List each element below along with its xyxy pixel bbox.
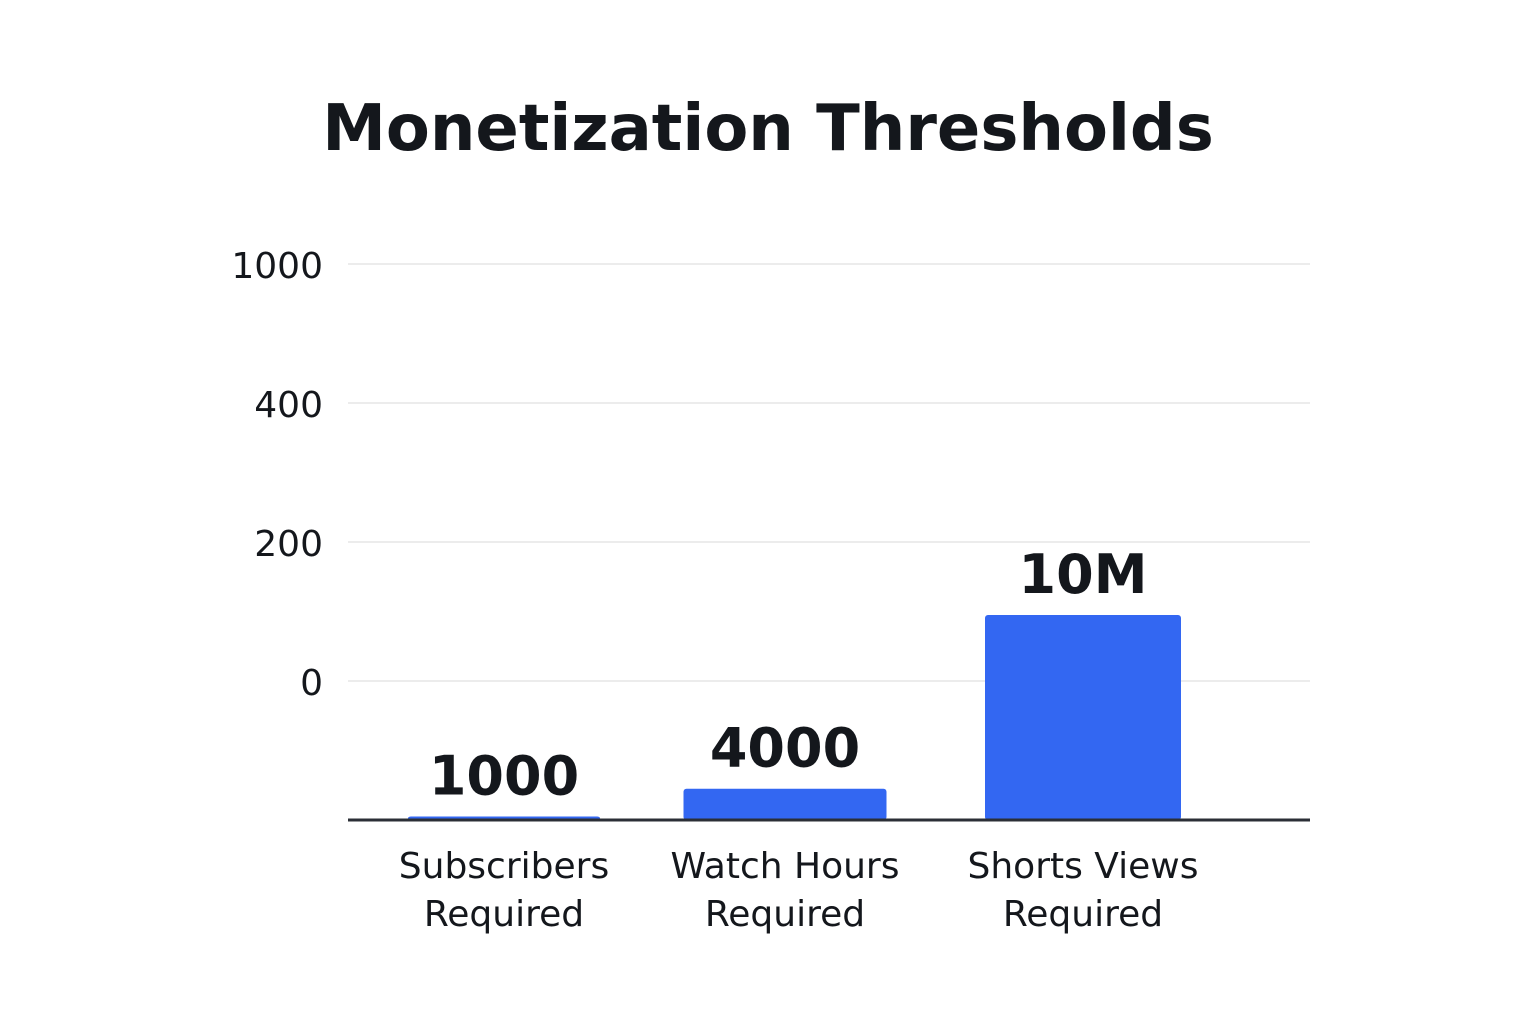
y-tick-label: 1000 (231, 246, 323, 287)
bar (985, 614, 1181, 820)
x-tick-label: Required (1003, 894, 1163, 935)
value-labels: 1000 4000 10M (429, 543, 1148, 808)
bar-value-label: 10M (1019, 543, 1148, 606)
bar-value-label: 1000 (429, 745, 579, 808)
x-tick-label: Required (424, 894, 584, 935)
chart-title: Monetization Thresholds (322, 92, 1214, 166)
x-tick-label: Required (705, 894, 865, 935)
x-tick-label: Watch Hours (671, 846, 900, 887)
x-tick-label: Subscribers (399, 846, 609, 887)
y-tick-label: 0 (300, 663, 323, 704)
y-tick-label: 200 (254, 524, 323, 565)
y-axis-ticks: 0 200 400 1000 (231, 246, 323, 704)
bar (683, 788, 887, 820)
y-tick-label: 400 (254, 385, 323, 426)
x-axis-ticks: Subscribers Required Watch Hours Required Sh… (399, 846, 1199, 935)
bar-value-label: 4000 (710, 717, 860, 780)
x-tick-label: Shorts Views (968, 846, 1199, 887)
